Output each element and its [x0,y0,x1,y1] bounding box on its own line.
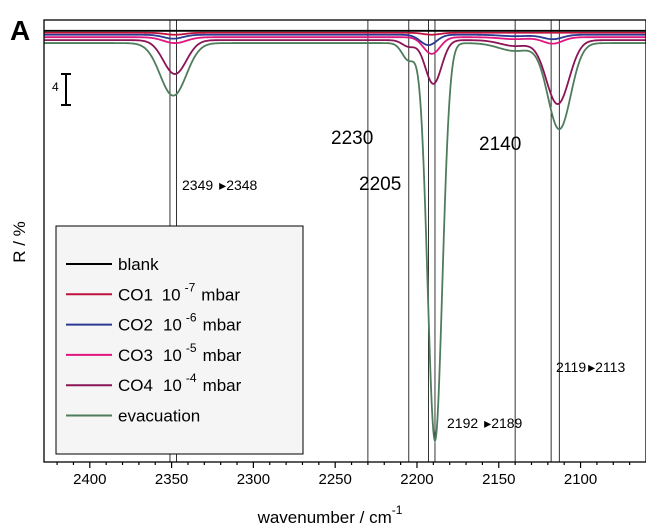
annotation-2192-arrow: ▸ [484,415,491,431]
legend-label-evacuation: evacuation [118,407,200,426]
x-tick-label: 2300 [237,471,270,488]
legend-label-co1: CO1 10 -7 mbar [118,280,240,304]
x-axis-title: wavenumber / cm-1 [257,503,403,527]
legend-label-co2: CO2 10 -6 mbar [118,311,242,335]
plot-frame [43,19,646,463]
legend-label-co4: CO4 10 -4 mbar [118,371,242,395]
annotation-2119-arrow: ▸ [588,359,595,375]
legend: blank CO1 10 -7 mbar CO2 10 -6 mbar CO3 10 -5 mbar CO… [55,225,304,455]
x-tick-label: 2350 [155,471,188,488]
series-line-co4 [44,39,646,105]
annotation-2349-2348: 2349 ▸2348 [182,177,258,193]
annotation-2192-to: 2189 [491,415,522,431]
x-tick-label: 2100 [564,471,597,488]
panel-label: A [10,15,30,46]
annotation-2192-from: 2192 [447,415,478,431]
series-layer [44,29,646,444]
annotation-2119-from: 2119 [556,359,586,375]
series-line-evacuation [44,42,646,444]
scale-bar-label: 4 [52,80,59,94]
annotation-labels: 2349 ▸2348 2230 2205 2140 2192 ▸2189 2119 ▸… [182,128,625,431]
series-line-co1 [44,31,646,36]
annotation-2119-2113: 2119 ▸2113 [556,359,625,375]
x-tick-label: 2400 [73,471,106,488]
x-axis-ticks: 2400 2350 2300 2250 2200 2150 2100 [56,462,631,488]
annotation-2205: 2205 [359,174,401,195]
x-axis-title-sup: -1 [392,503,403,517]
y-axis-title: R / % [10,221,29,263]
scale-bar: 4 [52,73,71,106]
x-tick-label: 2250 [318,471,351,488]
annotation-2349-from: 2349 [182,177,213,193]
x-tick-label: 2150 [482,471,515,488]
annotation-2349-to: 2348 [226,177,257,193]
annotation-2119-to: 2113 [595,359,625,375]
series-line-co2 [44,33,646,46]
legend-label-co3: CO3 10 -5 mbar [118,341,242,365]
x-axis-title-text: wavenumber / cm [257,508,392,527]
annotation-2349-arrow: ▸ [219,177,226,193]
legend-entries: blank CO1 10 -7 mbar CO2 10 -6 mbar CO3 10 -5 mbar CO… [66,255,242,426]
legend-label-blank: blank [118,255,159,274]
x-tick-label: 2200 [400,471,433,488]
series-line-co3 [44,36,646,55]
annotation-2140: 2140 [479,134,521,155]
annotation-2230: 2230 [331,128,373,149]
annotation-2192-2189: 2192 ▸2189 [447,415,523,431]
